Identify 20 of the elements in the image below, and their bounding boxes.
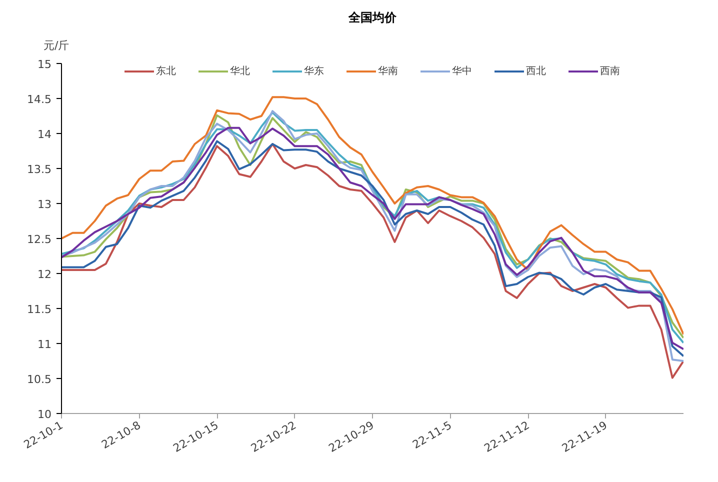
y-tick-label: 10.5	[27, 373, 52, 386]
y-tick-label: 14.5	[27, 93, 52, 106]
y-tick-label: 11.5	[27, 303, 52, 316]
y-tick-label: 13	[38, 198, 52, 211]
legend-label: 东北	[156, 64, 176, 78]
y-tick-label: 13.5	[27, 163, 52, 176]
legend-label: 西北	[526, 64, 546, 78]
legend-label: 华北	[230, 64, 250, 78]
y-tick-label: 11	[38, 338, 52, 351]
y-tick-label: 12.5	[27, 233, 52, 246]
y-tick-label: 10	[38, 408, 52, 421]
y-axis-title: 元/斤	[44, 39, 70, 52]
legend-label: 华中	[452, 64, 472, 78]
legend-label: 华南	[378, 64, 398, 78]
y-tick-label: 14	[38, 128, 52, 141]
chart-title: 全国均价	[348, 10, 398, 24]
y-tick-label: 15	[38, 58, 52, 71]
legend-label: 西南	[600, 64, 620, 78]
legend-label: 华东	[304, 64, 324, 78]
y-tick-label: 12	[38, 268, 52, 281]
